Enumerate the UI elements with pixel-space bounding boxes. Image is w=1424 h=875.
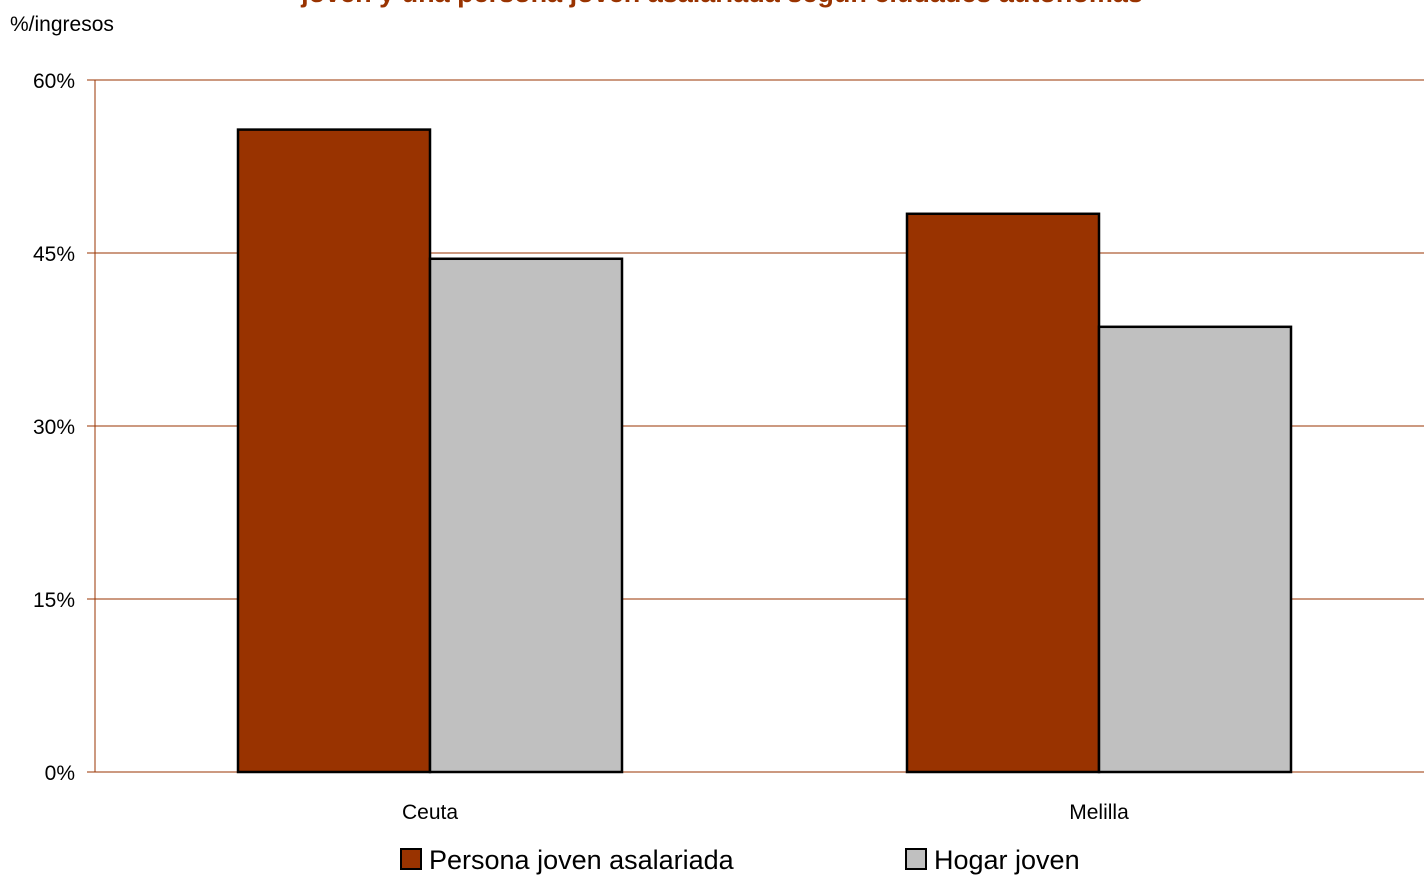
legend-label: Persona joven asalariada (429, 845, 735, 875)
y-tick-label: 45% (33, 243, 75, 266)
legend-swatch (400, 848, 422, 870)
y-axis-label: %/ingresos (10, 13, 114, 36)
legend-swatch (905, 848, 927, 870)
x-tick-label: Melilla (1069, 801, 1129, 824)
bar-melilla-hogar-joven (1097, 325, 1293, 774)
y-tick-labels: 0% 15% 30% 45% 60% (33, 70, 75, 785)
y-tick-label: 30% (33, 416, 75, 439)
bars (236, 128, 1293, 774)
y-tick-label: 0% (45, 762, 75, 785)
y-tick-label: 15% (33, 589, 75, 612)
chart-title: joven y una persona joven asalariada seg… (300, 0, 1143, 8)
bar-ceuta-persona-joven-asalariada (236, 128, 432, 774)
y-tick-label: 60% (33, 70, 75, 93)
x-tick-label: Ceuta (402, 801, 458, 824)
bar-ceuta-hogar-joven (428, 257, 624, 774)
x-tick-labels: Ceuta Melilla (402, 801, 1129, 824)
bar-melilla-persona-joven-asalariada (905, 212, 1101, 774)
legend-label: Hogar joven (934, 845, 1080, 875)
legend: Persona joven asalariada Hogar joven (400, 845, 1080, 875)
